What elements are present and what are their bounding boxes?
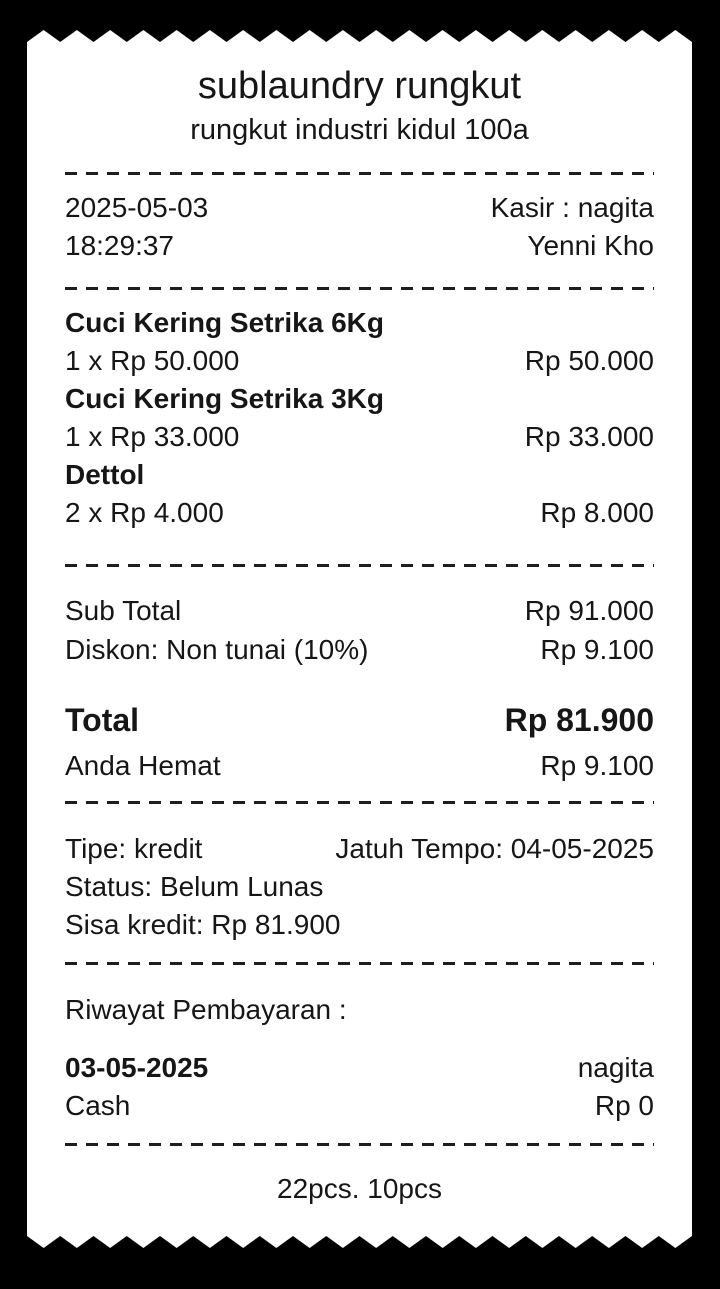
item-amount: Rp 8.000 — [540, 497, 654, 528]
entry-amount: Rp 0 — [594, 1090, 654, 1121]
entry-amount-row: Cash Rp 0 — [65, 1087, 654, 1125]
receipt-date: 2025-05-03 — [65, 192, 209, 223]
summary-section: Sub Total Rp 91.000 Diskon: Non tunai (1… — [65, 591, 654, 785]
credit-remaining: Sisa kredit: Rp 81.900 — [65, 909, 341, 940]
divider — [65, 287, 654, 290]
item-name: Dettol — [65, 459, 145, 490]
list-item: Cuci Kering Setrika 6Kg 1 x Rp 50.000 Rp… — [65, 304, 654, 380]
cashier-label: Kasir : nagita — [490, 192, 654, 223]
item-amount: Rp 50.000 — [524, 345, 654, 376]
item-name: Cuci Kering Setrika 6Kg — [65, 307, 384, 338]
discount-label: Diskon: Non tunai (10%) — [65, 634, 369, 665]
divider — [65, 1143, 654, 1146]
meta-row: 18:29:37 Yenni Kho — [65, 227, 654, 265]
total-label: Total — [65, 702, 140, 738]
entry-date: 03-05-2025 — [65, 1052, 209, 1083]
receipt-paper: sublaundry rungkut rungkut industri kidu… — [27, 30, 692, 1248]
divider — [65, 172, 654, 175]
entry-header-row: 03-05-2025 nagita — [65, 1049, 654, 1087]
subtotal-row: Sub Total Rp 91.000 — [65, 591, 654, 630]
credit-due-date: Jatuh Tempo: 04-05-2025 — [335, 833, 654, 864]
store-name: sublaundry rungkut — [197, 65, 522, 107]
credit-remaining-row: Sisa kredit: Rp 81.900 — [65, 906, 654, 944]
credit-status-row: Status: Belum Lunas — [65, 868, 654, 906]
customer-name: Yenni Kho — [527, 230, 654, 261]
receipt-meta: 2025-05-03 Kasir : nagita 18:29:37 Yenni… — [65, 189, 654, 265]
savings-value: Rp 9.100 — [540, 750, 654, 781]
list-item: Dettol 2 x Rp 4.000 Rp 8.000 — [65, 456, 654, 532]
credit-status: Status: Belum Lunas — [65, 871, 324, 902]
savings-label: Anda Hemat — [65, 750, 221, 781]
credit-type: Tipe: kredit — [65, 833, 203, 864]
item-price-row: 2 x Rp 4.000 Rp 8.000 — [65, 494, 654, 532]
subtotal-label: Sub Total — [65, 595, 182, 626]
subtotal-value: Rp 91.000 — [524, 595, 654, 626]
receipt-time: 18:29:37 — [65, 230, 174, 261]
divider — [65, 962, 654, 965]
discount-value: Rp 9.100 — [540, 634, 654, 665]
savings-row: Anda Hemat Rp 9.100 — [65, 746, 654, 785]
item-price-row: 1 x Rp 33.000 Rp 33.000 — [65, 418, 654, 456]
item-amount: Rp 33.000 — [524, 421, 654, 452]
total-value: Rp 81.900 — [504, 702, 654, 738]
entry-method: Cash — [65, 1090, 131, 1121]
discount-row: Diskon: Non tunai (10%) Rp 9.100 — [65, 630, 654, 669]
divider — [65, 564, 654, 567]
total-row: Total Rp 81.900 — [65, 701, 654, 740]
item-list: Cuci Kering Setrika 6Kg 1 x Rp 50.000 Rp… — [65, 304, 654, 532]
payment-history-title: Riwayat Pembayaran : — [65, 994, 347, 1025]
item-qty-price: 2 x Rp 4.000 — [65, 497, 224, 528]
pieces-summary: 22pcs. 10pcs — [277, 1173, 442, 1204]
item-qty-price: 1 x Rp 50.000 — [65, 345, 240, 376]
payment-history-entry: 03-05-2025 nagita Cash Rp 0 — [65, 1049, 654, 1125]
meta-row: 2025-05-03 Kasir : nagita — [65, 189, 654, 227]
torn-edge-top — [27, 30, 692, 42]
entry-cashier: nagita — [577, 1052, 654, 1083]
torn-edge-bottom — [27, 1236, 692, 1248]
store-address: rungkut industri kidul 100a — [190, 114, 529, 146]
divider — [65, 801, 654, 804]
item-name: Cuci Kering Setrika 3Kg — [65, 383, 384, 414]
credit-type-row: Tipe: kredit Jatuh Tempo: 04-05-2025 — [65, 830, 654, 868]
credit-section: Tipe: kredit Jatuh Tempo: 04-05-2025 Sta… — [65, 830, 654, 944]
receipt-body: sublaundry rungkut rungkut industri kidu… — [27, 42, 692, 1236]
item-qty-price: 1 x Rp 33.000 — [65, 421, 240, 452]
list-item: Cuci Kering Setrika 3Kg 1 x Rp 33.000 Rp… — [65, 380, 654, 456]
item-price-row: 1 x Rp 50.000 Rp 50.000 — [65, 342, 654, 380]
